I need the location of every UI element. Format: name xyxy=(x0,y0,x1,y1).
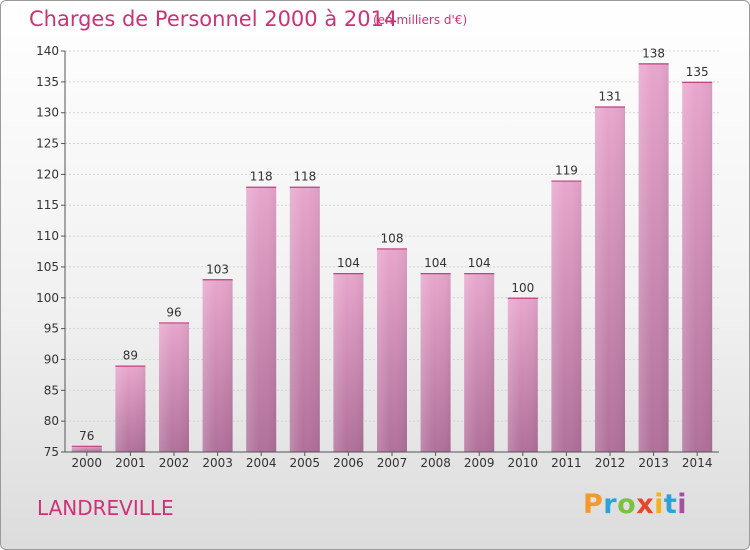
bar-sheen xyxy=(420,273,451,452)
axes: 75 80 85 90 95 100 105 110 115 120 125 130 135 140 200… xyxy=(36,44,719,470)
x-tick-label: 2004 xyxy=(246,456,277,470)
bar-sheen xyxy=(377,248,407,452)
logo-letter: t xyxy=(663,489,678,520)
logo-letter: x xyxy=(636,489,655,520)
y-tick-label: 125 xyxy=(36,137,59,151)
logo-letter: i xyxy=(654,489,664,520)
y-tick-label: 100 xyxy=(36,291,59,305)
bar-value-label: 108 xyxy=(381,231,404,245)
bar-value-label: 89 xyxy=(123,349,138,363)
logo-letter: r xyxy=(603,489,618,520)
bar-sheen xyxy=(289,186,320,452)
x-tick-label: 2002 xyxy=(159,456,190,470)
y-tick-label: 130 xyxy=(36,106,59,120)
x-tick-label: 2001 xyxy=(115,456,146,470)
bar-value-label: 138 xyxy=(642,46,665,60)
bar-value-label: 100 xyxy=(511,281,534,295)
y-tick-label: 135 xyxy=(36,75,59,89)
logo-letter: i xyxy=(677,489,688,520)
bar-value-label: 104 xyxy=(424,256,447,270)
x-tick-label: 2009 xyxy=(464,456,495,470)
bar-sheen xyxy=(333,273,364,452)
labels: 76 89 96 103 118 118 104 108 104 104 100 119 131 138 1… xyxy=(79,46,708,442)
x-tick-label: 2003 xyxy=(202,456,233,470)
bar-sheen xyxy=(638,63,669,452)
x-tick-label: 2010 xyxy=(508,456,539,470)
bar-sheen xyxy=(595,106,625,453)
bar-value-label: 118 xyxy=(293,170,316,184)
bar-value-label: 104 xyxy=(337,256,360,270)
x-tick-label: 2013 xyxy=(638,456,669,470)
bar-sheen xyxy=(507,297,538,452)
x-tick-label: 2005 xyxy=(290,456,321,470)
bar-sheen xyxy=(464,273,495,452)
x-tick-label: 2008 xyxy=(420,456,451,470)
x-tick-label: 2007 xyxy=(377,456,408,470)
bar-sheen xyxy=(115,365,146,452)
y-tick-label: 110 xyxy=(36,229,59,243)
bar-value-label: 131 xyxy=(599,90,622,104)
y-tick-label: 120 xyxy=(36,167,59,181)
y-tick-label: 95 xyxy=(44,322,59,336)
logo-letter: o xyxy=(617,489,637,520)
bars xyxy=(71,63,713,453)
x-tick-label: 2006 xyxy=(333,456,364,470)
y-tick-label: 85 xyxy=(44,383,59,397)
bar-value-label: 135 xyxy=(686,65,709,79)
y-tick-label: 105 xyxy=(36,260,59,274)
bar-value-label: 118 xyxy=(250,170,273,184)
bar-sheen xyxy=(246,186,277,452)
x-tick-label: 2011 xyxy=(551,456,582,470)
chart-title: Charges de Personnel 2000 à 2014 xyxy=(29,7,398,31)
bar-value-label: 104 xyxy=(468,256,491,270)
x-tick-label: 2014 xyxy=(682,456,713,470)
bar-sheen xyxy=(682,81,713,452)
bar-value-label: 96 xyxy=(166,305,181,319)
bar-value-label: 119 xyxy=(555,164,578,178)
commune-name: LANDREVILLE xyxy=(37,496,174,520)
logo-letter: P xyxy=(583,489,604,520)
y-tick-label: 115 xyxy=(36,198,59,212)
y-tick-label: 90 xyxy=(44,352,59,366)
chart-subtitle: (en milliers d'€) xyxy=(373,13,468,27)
y-tick-label: 75 xyxy=(44,445,59,459)
x-tick-label: 2012 xyxy=(595,456,626,470)
bar-sheen xyxy=(551,180,582,453)
y-tick-label: 80 xyxy=(44,414,59,428)
x-tick-label: 2000 xyxy=(72,456,103,470)
bar-value-label: 103 xyxy=(206,262,229,276)
bar-sheen xyxy=(159,322,189,452)
bar-sheen xyxy=(71,445,102,452)
proxiti-logo: Proxiti xyxy=(583,489,687,520)
bar-sheen xyxy=(202,279,233,452)
y-tick-label: 140 xyxy=(36,44,59,58)
bar-value-label: 76 xyxy=(79,429,94,443)
